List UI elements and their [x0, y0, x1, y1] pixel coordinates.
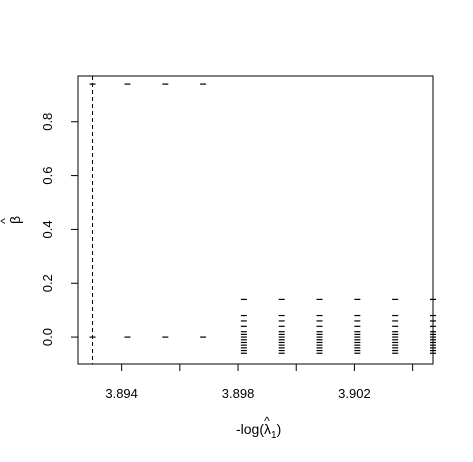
y-tick-label: 0.2 — [40, 274, 55, 292]
y-axis: 0.0 0.2 0.4 0.6 0.8 — [40, 113, 79, 346]
x-axis-label-prefix: -log( — [236, 421, 264, 437]
y-axis-label-hat: ^ — [0, 218, 12, 224]
x-axis-label-lambda: λ — [264, 421, 271, 437]
y-tick-label: 0.4 — [40, 220, 55, 238]
y-tick-label: 0.8 — [40, 113, 55, 131]
y-axis-label: β — [7, 216, 23, 224]
x-axis-label: -log(λ1) — [236, 421, 281, 441]
x-axis-label-hat: ^ — [264, 414, 270, 428]
x-tick-label: 3.902 — [338, 386, 371, 401]
x-axis-label-close: ) — [277, 421, 282, 437]
x-tick-label: 3.894 — [105, 386, 138, 401]
y-tick-label: 0.6 — [40, 167, 55, 185]
x-axis-label-subscript: 1 — [271, 430, 277, 441]
x-axis: 3.894 3.898 3.902 — [105, 363, 414, 401]
chart-marks — [89, 76, 436, 364]
plot-frame — [77, 75, 434, 365]
y-tick-label: 0.0 — [40, 328, 55, 346]
x-tick-label: 3.898 — [222, 386, 255, 401]
